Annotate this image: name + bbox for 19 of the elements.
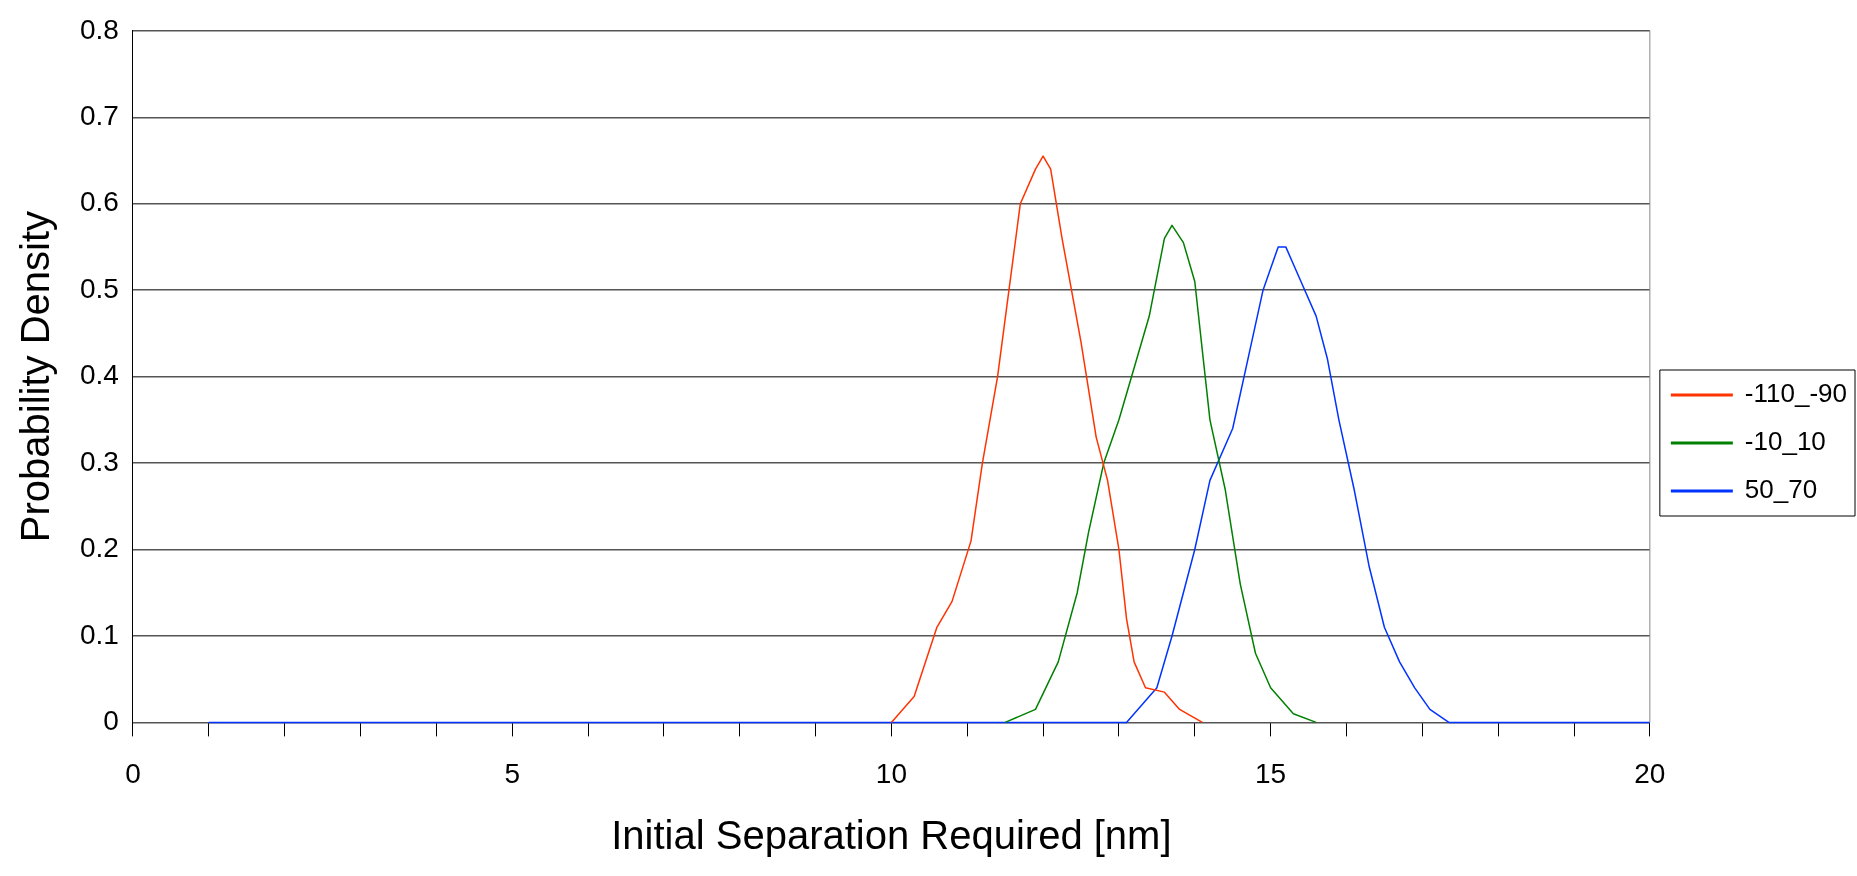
y-tick-label: 0 [103, 705, 119, 737]
legend-label: 50_70 [1744, 474, 1818, 505]
y-tick-label: 0.7 [79, 99, 119, 131]
x-tick-label: 15 [1255, 757, 1287, 789]
y-tick-label: 0.2 [79, 532, 119, 564]
x-tick-label: 0 [125, 757, 141, 789]
x-axis-title: Initial Separation Required [nm] [611, 813, 1172, 858]
legend-label: -110_-90 [1744, 378, 1848, 409]
y-tick-label: 0.4 [79, 359, 119, 391]
y-tick-label: 0.1 [79, 618, 119, 650]
y-tick-label: 0.6 [79, 186, 119, 218]
x-tick-label: 10 [875, 757, 907, 789]
y-tick-label: 0.5 [79, 272, 119, 304]
y-axis-title: Probability Density [13, 210, 58, 543]
x-tick-label: 5 [504, 757, 520, 789]
y-tick-label: 0.8 [79, 13, 119, 45]
y-tick-label: 0.3 [79, 445, 119, 477]
x-tick-label: 20 [1634, 757, 1666, 789]
legend-label: -10_10 [1744, 426, 1826, 457]
